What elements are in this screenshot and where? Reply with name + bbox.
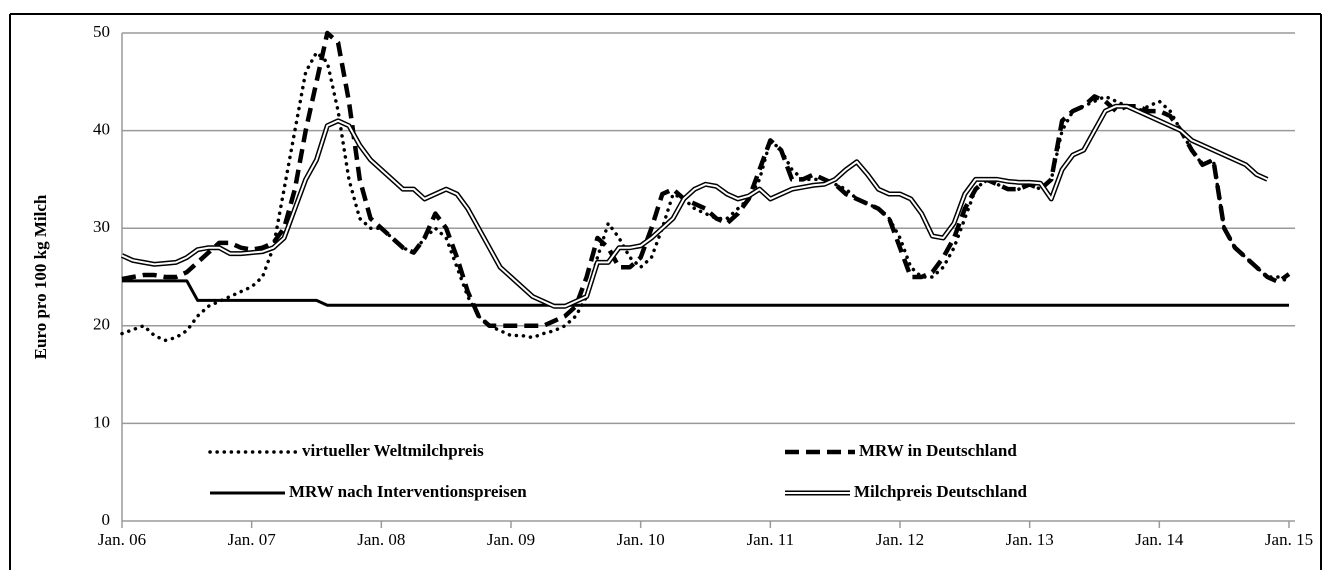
- legend-label: virtueller Weltmilchpreis: [302, 441, 484, 460]
- series-line-inner: [121, 105, 1268, 308]
- y-tick-label: 30: [93, 217, 110, 236]
- y-tick-label: 20: [93, 315, 110, 334]
- x-tick-label: Jan. 15: [1265, 530, 1313, 549]
- y-tick-label: 0: [102, 510, 111, 529]
- x-tick-label: Jan. 08: [357, 530, 405, 549]
- legend-label: Milchpreis Deutschland: [854, 482, 1028, 501]
- x-tick-label: Jan. 10: [617, 530, 665, 549]
- y-axis-title: Euro pro 100 kg Milch: [31, 194, 50, 359]
- series-line: [120, 50, 1291, 343]
- series-line: [122, 279, 1289, 307]
- legend-label: MRW in Deutschland: [859, 441, 1017, 460]
- legend-label: MRW nach Interventionspreisen: [289, 482, 527, 501]
- x-tick-label: Jan. 06: [98, 530, 146, 549]
- x-tick-label: Jan. 11: [747, 530, 795, 549]
- y-tick-label: 40: [93, 120, 110, 139]
- x-tick-label: Jan. 09: [487, 530, 535, 549]
- y-tick-label: 50: [93, 22, 110, 41]
- x-tick-label: Jan. 12: [876, 530, 924, 549]
- x-tick-label: Jan. 14: [1135, 530, 1184, 549]
- y-tick-label: 10: [93, 412, 110, 431]
- x-tick-label: Jan. 07: [228, 530, 277, 549]
- series-line: [121, 30, 1291, 329]
- x-tick-label: Jan. 13: [1006, 530, 1054, 549]
